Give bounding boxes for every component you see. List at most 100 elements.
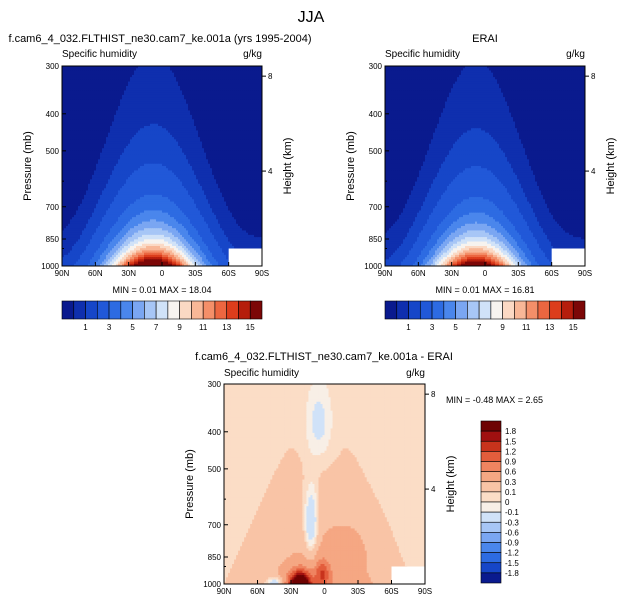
panel-model-cell [114,77,117,80]
panel-model-cell [246,139,249,143]
panel-model-cell [236,94,239,98]
panel-model-cell [260,83,262,87]
panel-model-cell [146,159,149,163]
panel-model-cell [134,130,137,134]
panel-model-cell [204,159,207,163]
panel-model-cell [86,141,89,145]
panel-model-cell [128,126,131,129]
panel-model-cell [206,137,209,140]
panel-model-cell [128,157,131,160]
panel-model-cell [234,81,237,85]
panel-model-cell [218,139,221,143]
panel-model-cell [190,108,193,112]
panel-model-cell [108,66,111,69]
panel-model-cell [232,152,235,156]
panel-model-cell [162,114,165,118]
panel-model-cell [154,148,157,152]
panel-model-cell [220,161,223,165]
panel-model-cell [180,81,183,85]
panel-model-cell [196,88,199,92]
panel-model-cell [224,159,227,163]
panel-model-cell [234,92,237,96]
panel-model-cell [106,168,109,172]
panel-model-cell [72,74,75,78]
panel-model-cell [92,163,95,167]
panel-model-cell [260,139,262,143]
panel-model-cell [228,137,231,140]
panel-model-cell [146,81,149,85]
panel-model-cell [256,139,259,143]
panel-model-cell [74,86,77,89]
panel-model-cell [80,81,83,85]
panel-model-cell [84,83,87,87]
panel-model-cell [172,123,175,127]
panel-model-cell [244,72,247,76]
panel-model-cell [172,128,175,132]
panel-model-cell [80,72,83,76]
panel-model-cell [208,77,211,80]
panel-model-cell [244,143,247,147]
panel-model-cell [134,170,137,174]
panel-model-cell [242,137,245,140]
panel-model-cell [66,148,69,152]
panel-model-cell [186,128,189,132]
panel-model-cell [74,154,77,158]
panel-model-cell [134,152,137,156]
panel-model-cell [138,170,141,174]
panel-model-cell [158,74,161,78]
panel-model-cell [76,159,79,163]
panel-model-cell [162,123,165,127]
panel-model-cell [176,132,179,136]
panel-model-cell [62,83,65,87]
panel-model-cell [168,157,171,160]
panel-model-cell [86,168,89,172]
panel-model-cell [230,117,233,120]
panel-model-cell [172,79,175,83]
panel-model-cell [148,121,151,125]
panel-model-cell [218,103,221,107]
panel-model-cell [120,77,123,80]
panel-model-cell [208,101,211,105]
panel-model-cell [74,161,77,165]
panel-model-cell [170,97,173,100]
panel-model-cell [242,154,245,158]
panel-model-cell [192,132,195,136]
panel-model-cell [166,110,169,114]
panel-model-cell [216,143,219,147]
panel-model-cell [96,123,99,127]
panel-model-cell [150,99,153,103]
panel-model-cell [194,114,197,118]
panel-model-cell [238,70,241,74]
panel-model-cell [182,81,185,85]
panel-model-cell [222,137,225,140]
panel-model-cell [102,163,105,167]
panel-model-cell [246,77,249,80]
panel-model-cell [178,90,181,94]
panel-model-cell [202,117,205,120]
panel-model-cell [88,101,91,105]
panel-model-cell [154,163,157,167]
panel-model-cell [102,70,105,74]
panel-model-cell [142,163,145,167]
panel-model-cell [208,79,211,83]
panel-model-cell [208,163,211,167]
panel-model-cell [146,152,149,156]
panel-model-cell [170,130,173,134]
panel-model-cell [94,106,97,109]
panel-model-cell [148,106,151,109]
panel-model-cell [208,148,211,152]
panel-model-units-label: g/kg [243,49,262,60]
panel-model-cell [252,159,255,163]
panel-model-cell [100,79,103,83]
panel-model-cell [220,139,223,143]
panel-model-cell [144,143,147,147]
panel-model-cell [196,103,199,107]
panel-model-cell [172,170,175,174]
panel-model-cell [84,77,87,80]
panel-model-cell [76,94,79,98]
panel-model-cell [196,130,199,134]
panel-model-cell [260,132,262,136]
panel-model-cell [70,106,73,109]
panel-model-cell [96,119,99,123]
panel-model-cell [232,137,235,140]
